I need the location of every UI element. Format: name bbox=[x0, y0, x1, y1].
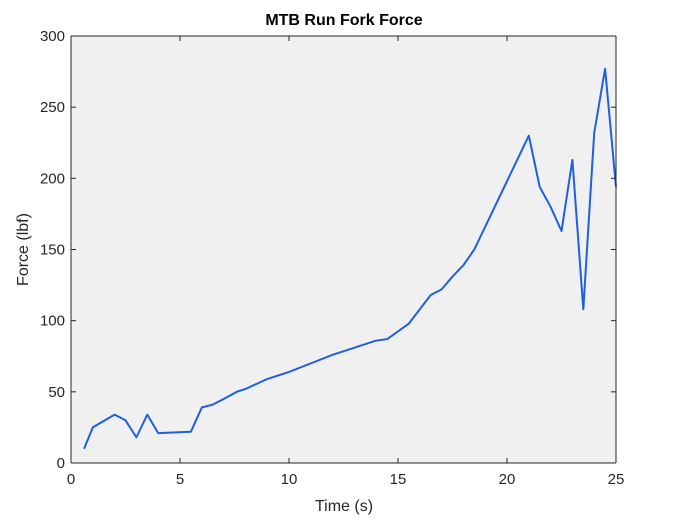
data-point bbox=[441, 288, 443, 290]
data-point bbox=[92, 426, 94, 428]
data-point bbox=[561, 230, 563, 232]
data-point bbox=[125, 419, 127, 421]
x-axis-label: Time (s) bbox=[315, 498, 373, 515]
data-point bbox=[604, 68, 606, 70]
data-point bbox=[157, 432, 159, 434]
data-point bbox=[430, 294, 432, 296]
data-point bbox=[244, 388, 246, 390]
y-tick-label: 100 bbox=[40, 313, 65, 330]
data-point bbox=[353, 347, 355, 349]
x-tick-label: 15 bbox=[390, 471, 407, 488]
data-point bbox=[146, 414, 148, 416]
x-tick-label: 5 bbox=[176, 471, 184, 488]
data-point bbox=[310, 362, 312, 364]
data-point bbox=[266, 378, 268, 380]
data-point bbox=[571, 159, 573, 161]
data-point bbox=[190, 431, 192, 433]
data-point bbox=[582, 308, 584, 310]
data-point bbox=[408, 323, 410, 325]
data-point bbox=[135, 436, 137, 438]
y-tick-label: 50 bbox=[48, 384, 65, 401]
x-tick-label: 0 bbox=[67, 471, 75, 488]
y-tick-label: 150 bbox=[40, 242, 65, 259]
plot-area bbox=[71, 36, 616, 463]
data-point bbox=[386, 338, 388, 340]
data-point bbox=[528, 135, 530, 137]
y-axis-label: Force (lbf) bbox=[15, 213, 32, 286]
data-point bbox=[550, 206, 552, 208]
data-point bbox=[375, 340, 377, 342]
data-point bbox=[83, 448, 85, 450]
x-tick-label: 25 bbox=[608, 471, 625, 488]
data-point bbox=[212, 404, 214, 406]
data-point bbox=[114, 414, 116, 416]
data-point bbox=[288, 371, 290, 373]
data-point bbox=[236, 391, 238, 393]
series-line-0 bbox=[83, 67, 617, 450]
chart-title: MTB Run Fork Force bbox=[265, 12, 422, 29]
x-tick-label: 10 bbox=[281, 471, 298, 488]
y-tick-label: 300 bbox=[40, 28, 65, 45]
data-point bbox=[473, 249, 475, 251]
data-point bbox=[201, 406, 203, 408]
data-point bbox=[462, 264, 464, 266]
data-point bbox=[539, 186, 541, 188]
data-point bbox=[452, 276, 454, 278]
y-tick-label: 200 bbox=[40, 170, 65, 187]
y-tick-label: 250 bbox=[40, 99, 65, 116]
y-tick-label: 0 bbox=[57, 455, 65, 472]
data-point bbox=[223, 398, 225, 400]
data-point bbox=[332, 354, 334, 356]
data-point bbox=[593, 132, 595, 134]
x-tick-label: 20 bbox=[499, 471, 516, 488]
